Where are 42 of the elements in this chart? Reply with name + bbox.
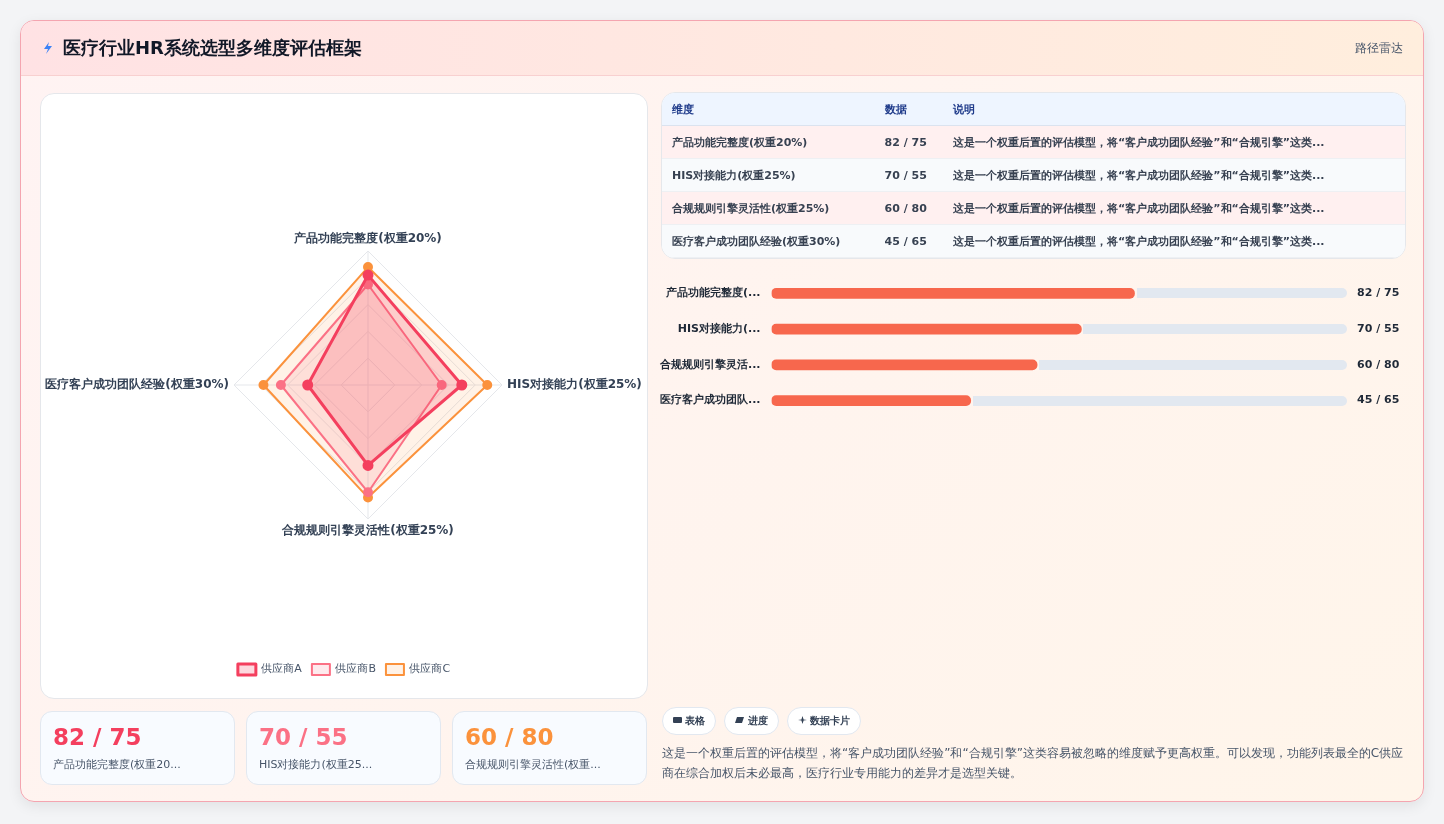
y-tick-label: HIS对接能力(... (677, 322, 761, 336)
category-label: 进度 (724, 707, 779, 735)
category-label: 表格 (662, 707, 717, 735)
spoke-label: 医疗客户成功团队经验(权重30%) (45, 377, 229, 392)
spoke-label: 产品功能完整度(权重20%) (293, 230, 442, 245)
category-label: HIS对接能力(权重25... (259, 757, 373, 772)
data-label: 70 / 55 (1357, 322, 1400, 336)
text: 这是一个权重后置的评估模型，将“客户成功团队经验”和“合规引擎”这类... (943, 191, 1405, 225)
chart-title: 医疗行业HR系统选型多维度评估框架 (63, 36, 362, 60)
y-tick-label: 合规规则引擎灵活... (658, 357, 761, 371)
text: 这是一个权重后置的评估模型，将“客户成功团队经验”和“合规引擎”这类... (943, 224, 1405, 258)
text: 这是一个权重后置的评估模型，将“客户成功团队经验”和“合规引擎”这类容易被忽略的维度赋予更高权重。可以发现，功能列表最全的C供应商在综合加权后未必最高，医疗行业专用能力的差异才是选型关键。 (662, 745, 1405, 782)
y-tick-label: 产品功能完整度(... (664, 286, 761, 300)
category-label: 医疗客户成功团队经验(权重30%) (662, 224, 875, 258)
data-label: 82 / 75 (1357, 286, 1400, 300)
y-tick-label: 医疗客户成功团队... (659, 393, 761, 407)
category-label: 数据卡片 (786, 707, 862, 735)
data-label: 60 / 80 (1357, 357, 1400, 371)
text: 这是一个权重后置的评估模型，将“客户成功团队经验”和“合规引擎”这类... (943, 125, 1405, 159)
category-label: 合规规则引擎灵活性(权重25%) (662, 191, 875, 225)
text: 70 / 55 (884, 168, 927, 182)
spoke-label: HIS对接能力(权重25%) (507, 377, 642, 392)
legend-label: 供应商B (335, 662, 376, 676)
text: 维度 (662, 93, 875, 126)
category-label: 合规规则引擎灵活性(权重... (465, 757, 601, 772)
text: 82 / 75 (53, 724, 142, 750)
text: 说明 (943, 93, 1405, 126)
category-label: 产品功能完整度(权重20... (53, 757, 181, 772)
data-label: 45 / 65 (1357, 393, 1400, 407)
category-label: 产品功能完整度(权重20%) (662, 125, 875, 159)
category-label: HIS对接能力(权重25%) (662, 158, 875, 192)
legend-label: 供应商A (261, 662, 303, 676)
text: 60 / 80 (884, 201, 927, 215)
text: 数据 (874, 93, 944, 126)
text: 70 / 55 (259, 724, 348, 750)
text: 45 / 65 (884, 234, 927, 248)
text: 路径雷达 (1355, 40, 1403, 57)
text: 这是一个权重后置的评估模型，将“客户成功团队经验”和“合规引擎”这类... (943, 158, 1405, 192)
text: 82 / 75 (884, 135, 927, 149)
spoke-label: 合规规则引擎灵活性(权重25%) (281, 523, 454, 538)
legend-label: 供应商C (409, 662, 451, 676)
text: 60 / 80 (465, 724, 554, 750)
